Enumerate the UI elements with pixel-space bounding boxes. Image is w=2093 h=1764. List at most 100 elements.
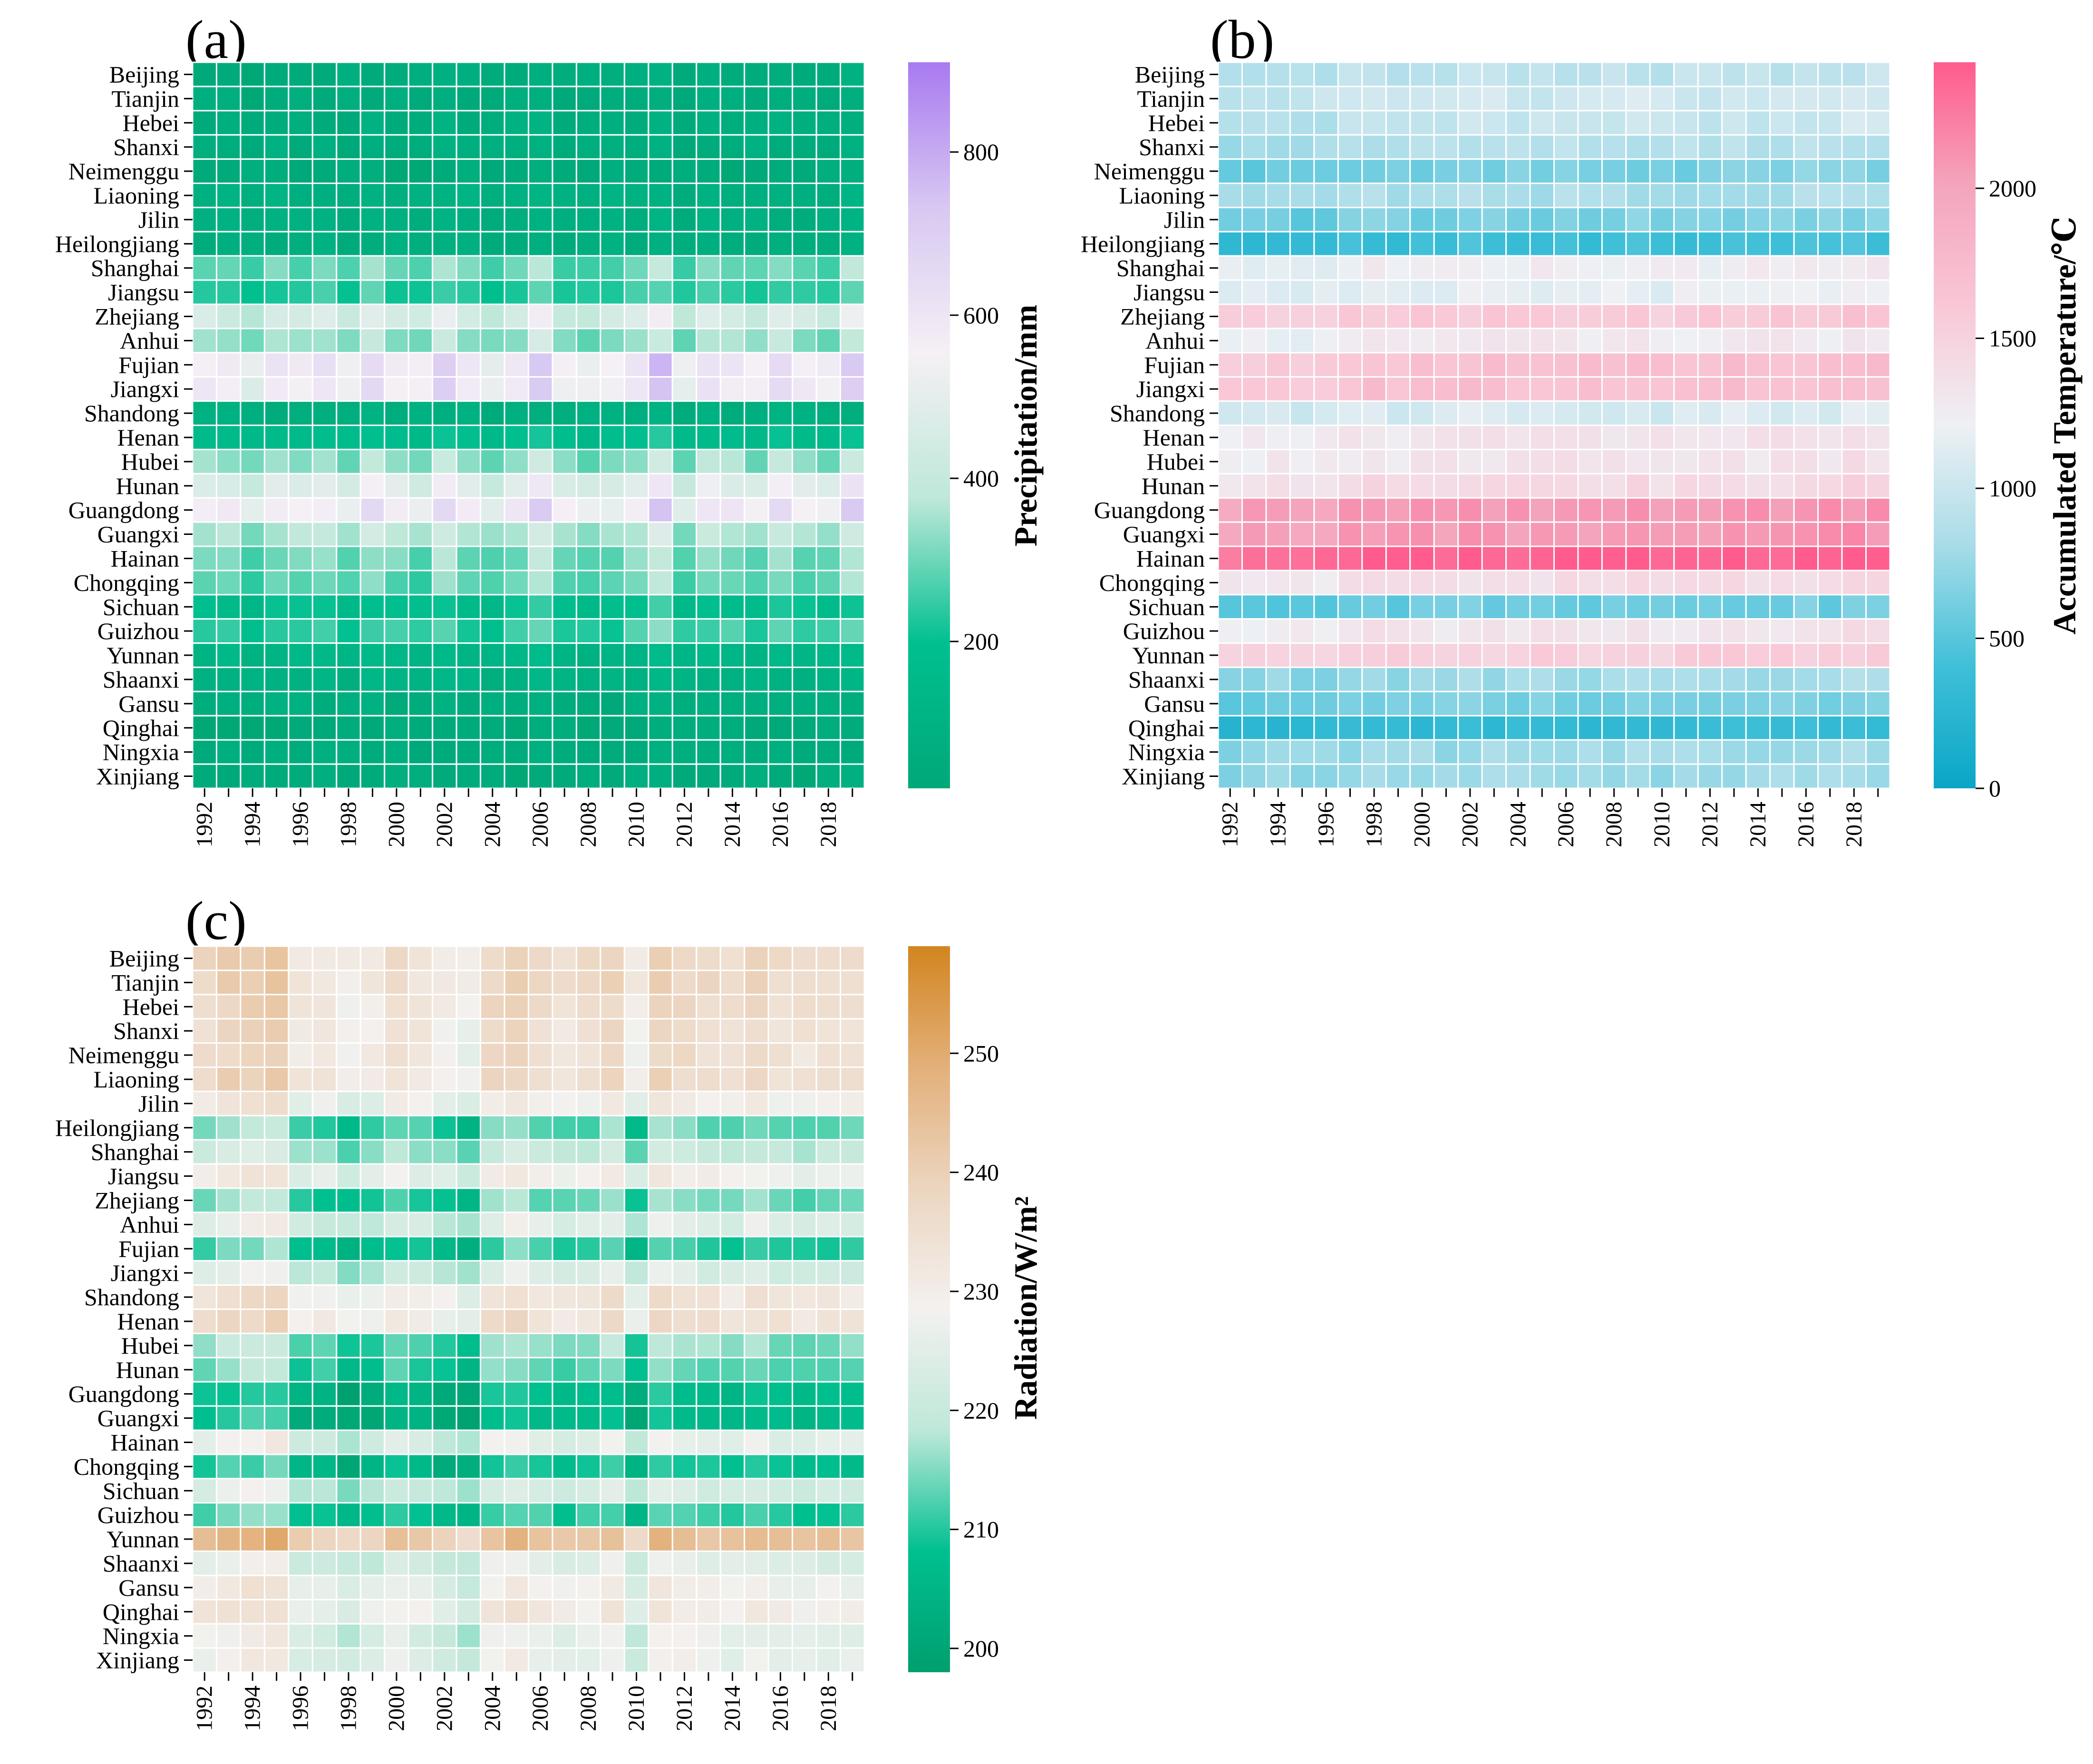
heatmap-cell <box>480 994 505 1020</box>
heatmap-cell <box>336 690 361 717</box>
heatmap-cell <box>552 1357 577 1383</box>
heatmap-cell <box>432 1526 457 1552</box>
heatmap-cell <box>263 352 290 378</box>
heatmap-cell <box>1673 303 1699 330</box>
heatmap-cell <box>719 279 746 305</box>
heatmap-cell <box>215 303 242 330</box>
heatmap-cell <box>719 376 746 402</box>
province-label: Fujian <box>1144 351 1205 378</box>
colorbar-tick-label: 200 <box>963 628 999 655</box>
heatmap-cell <box>480 400 505 426</box>
heatmap-cell <box>359 1454 386 1480</box>
heatmap-cell <box>1793 425 1819 450</box>
heatmap-cell <box>719 969 746 996</box>
heatmap-cell <box>432 715 457 741</box>
heatmap-cell <box>1481 206 1507 233</box>
heatmap-cell <box>552 86 577 112</box>
heatmap-cell <box>1793 594 1819 620</box>
heatmap-cell <box>432 352 457 378</box>
heatmap-cell <box>1433 763 1459 789</box>
heatmap-cell <box>215 497 242 523</box>
heatmap-cell <box>1337 642 1363 668</box>
heatmap-cell <box>1289 521 1315 547</box>
heatmap-cell <box>263 400 290 426</box>
heatmap-cell <box>600 715 625 741</box>
heatmap-cell <box>1673 739 1699 765</box>
heatmap-cell <box>215 1454 242 1480</box>
heatmap-cell <box>552 255 577 281</box>
heatmap-cell <box>455 134 482 160</box>
heatmap-cell <box>840 1405 865 1431</box>
heatmap-cell <box>623 545 649 572</box>
heatmap-cell <box>1313 642 1339 668</box>
heatmap-cell <box>1577 715 1603 741</box>
heatmap-cell <box>1601 352 1627 378</box>
heatmap-cell <box>1793 206 1819 233</box>
heatmap-cell <box>455 1236 482 1262</box>
heatmap-cell <box>552 1139 577 1165</box>
heatmap-cell <box>1529 255 1555 281</box>
heatmap-cell <box>311 448 338 475</box>
heatmap-cell <box>432 206 457 233</box>
heatmap-cell <box>1697 425 1723 450</box>
heatmap-cell <box>719 448 746 475</box>
heatmap-cell <box>1625 642 1651 668</box>
heatmap-cell <box>1793 497 1819 523</box>
heatmap-cell <box>528 86 553 112</box>
heatmap-cell <box>215 425 242 450</box>
heatmap-cell <box>311 739 338 765</box>
heatmap-cell <box>384 158 409 184</box>
heatmap-cell <box>1265 352 1291 378</box>
heatmap-cell <box>1793 183 1819 208</box>
heatmap-cell <box>288 1139 313 1165</box>
heatmap-cell <box>528 206 553 233</box>
heatmap-cell <box>648 473 673 499</box>
heatmap-cell <box>792 618 817 644</box>
heatmap-cell <box>384 1115 409 1141</box>
heatmap-cell <box>336 86 361 112</box>
heatmap-cell <box>384 1599 409 1625</box>
heatmap-cell <box>648 1163 673 1189</box>
heatmap-cell <box>840 158 865 184</box>
heatmap-cell <box>192 642 217 668</box>
heatmap-cell <box>288 497 313 523</box>
heatmap-cell <box>480 545 505 572</box>
heatmap-cell <box>1553 473 1579 499</box>
heatmap-cell <box>240 425 265 450</box>
heatmap-cell <box>1721 303 1747 330</box>
heatmap-cell <box>336 1623 361 1649</box>
heatmap-cell <box>528 1284 553 1310</box>
heatmap-cell <box>480 1647 505 1673</box>
heatmap-cell <box>1313 690 1339 717</box>
heatmap-cell <box>552 1284 577 1310</box>
heatmap-cell <box>1601 206 1627 233</box>
heatmap-cell <box>263 1526 290 1552</box>
heatmap-cell <box>432 1381 457 1407</box>
heatmap-cell <box>1673 376 1699 402</box>
heatmap-cell <box>240 1502 265 1528</box>
heatmap-cell <box>480 1066 505 1092</box>
heatmap-cell <box>288 1236 313 1262</box>
heatmap-cell <box>575 1551 601 1576</box>
heatmap-cell <box>215 594 242 620</box>
heatmap-cell <box>1553 303 1579 330</box>
heatmap-cell <box>1721 134 1747 160</box>
heatmap-cell <box>455 1139 482 1165</box>
heatmap-cell <box>1265 86 1291 112</box>
heatmap-cell <box>432 1212 457 1238</box>
heatmap-cell <box>1505 570 1531 596</box>
heatmap-cell <box>1697 61 1723 87</box>
heatmap-cell <box>840 497 865 523</box>
heatmap-cell <box>1457 642 1483 668</box>
heatmap-cell <box>648 328 673 354</box>
heatmap-cell <box>1289 231 1315 257</box>
heatmap-cell <box>1217 231 1243 257</box>
heatmap-cell <box>623 969 649 996</box>
heatmap-cell <box>671 1042 698 1068</box>
heatmap-cell <box>359 690 386 717</box>
panel-b-year-labels: 1992 1994 1996 1998 2000 2002 2004 2006 2008 2010… <box>1218 788 1879 847</box>
heatmap-cell <box>455 376 482 402</box>
heatmap-cell <box>336 1405 361 1431</box>
province-label: Guizhou <box>97 1502 179 1528</box>
heatmap-cell <box>1817 328 1843 354</box>
